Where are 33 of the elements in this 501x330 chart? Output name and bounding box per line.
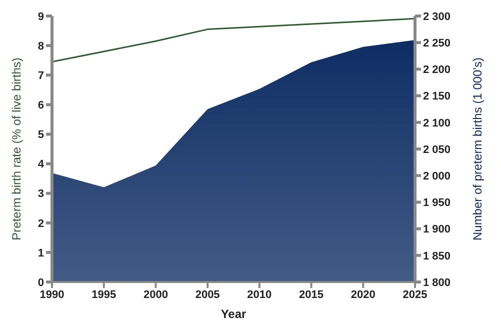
y-tick-label: 3: [38, 188, 44, 200]
y-tick-label: 9: [38, 10, 44, 23]
y2-tick-label: 1 850: [423, 250, 451, 262]
y-tick-label: 4: [38, 158, 45, 171]
line-series: [52, 18, 415, 63]
x-tick-label: 2010: [247, 288, 272, 301]
y-tick-label: 5: [38, 129, 44, 142]
x-axis-title: Year: [220, 307, 247, 321]
x-tick-label: 1995: [92, 288, 116, 301]
y-tick-label: 8: [38, 40, 44, 52]
y2-tick-label: 2 100: [423, 117, 451, 130]
y-tick-label: 7: [38, 70, 44, 82]
y2-tick-label: 2 150: [423, 90, 451, 103]
y2-tick-label: 1 950: [423, 197, 451, 210]
y2-tick-label: 2 200: [423, 64, 451, 76]
y2-tick-label: 1 800: [423, 276, 451, 289]
y-tick-label: 0: [38, 276, 44, 289]
x-tick-label: 1990: [40, 288, 64, 301]
x-tick-label: 2000: [143, 288, 168, 301]
y2-tick-label: 2 050: [423, 144, 451, 156]
y2-tick-label: 2 000: [423, 170, 451, 183]
y-tick-label: 2: [38, 218, 44, 230]
y2-axis-title: Number of preterm births (1 000's): [470, 57, 484, 241]
y-axis-title: Preterm birth rate (% of live births): [9, 58, 24, 240]
y2-tick-label: 1 900: [423, 224, 451, 236]
x-tick-label: 2020: [350, 288, 376, 301]
y-tick-label: 1: [38, 247, 44, 260]
x-tick-label: 2015: [299, 288, 324, 301]
y-tick-label: 6: [38, 100, 44, 112]
x-tick-label: 2005: [195, 288, 220, 301]
y2-tick-label: 2 300: [423, 10, 451, 23]
x-tick-label: 2025: [402, 288, 428, 301]
y2-tick-label: 2 250: [423, 38, 451, 50]
